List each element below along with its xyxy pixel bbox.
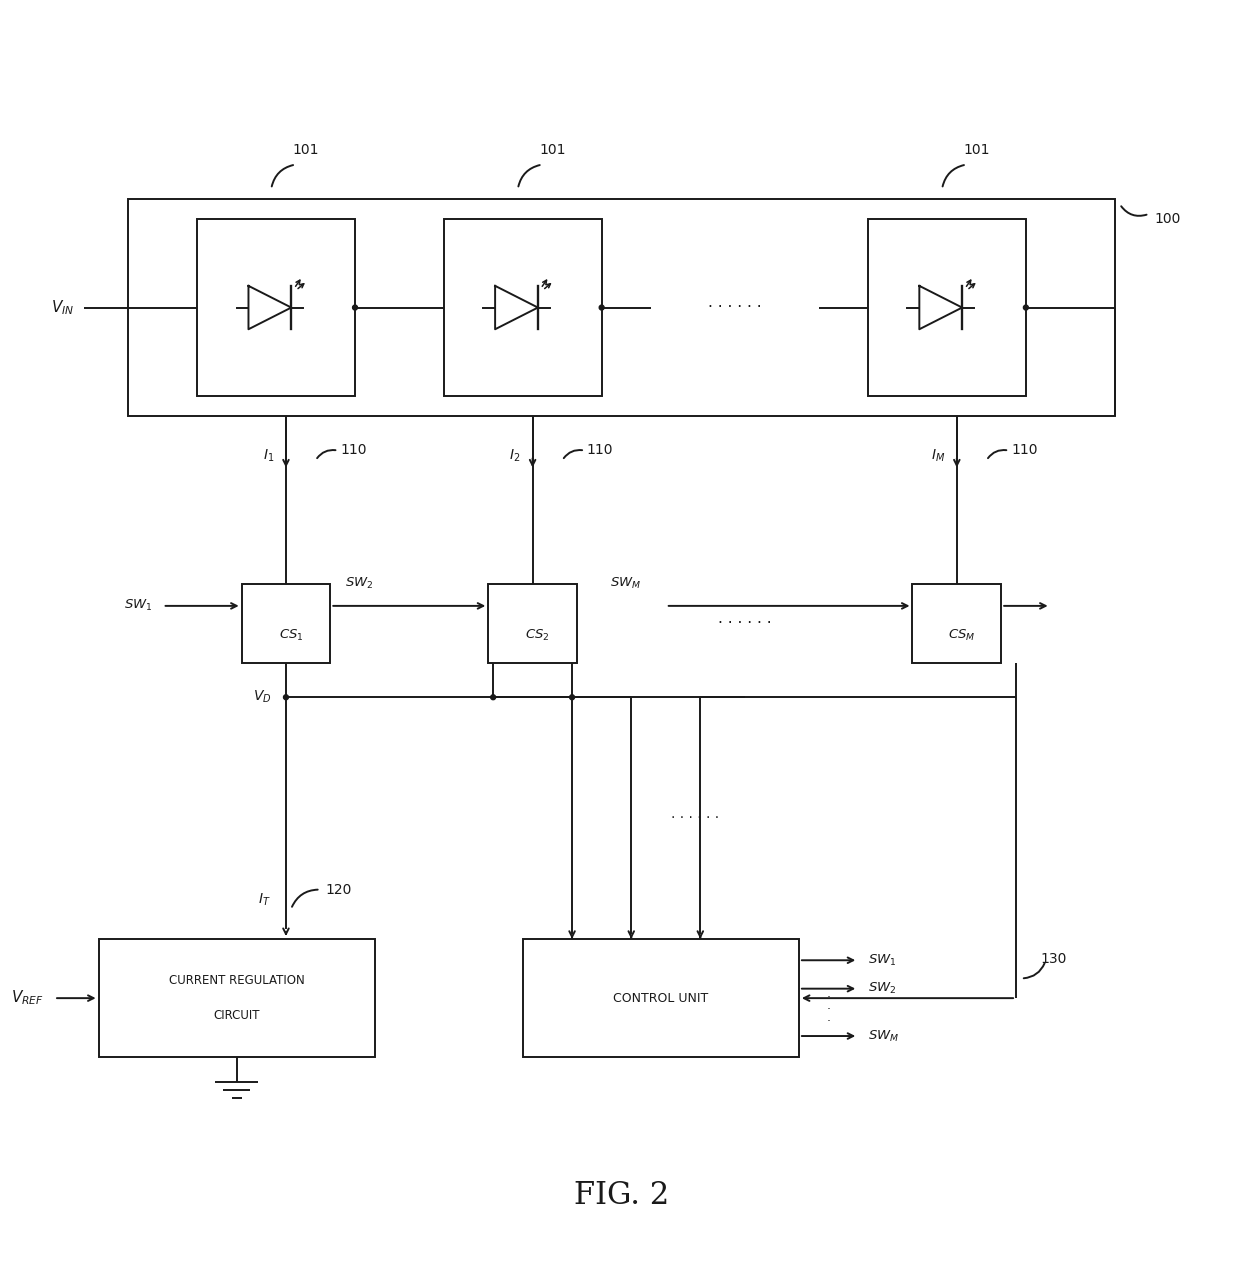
Text: CURRENT REGULATION: CURRENT REGULATION [169,974,305,987]
Circle shape [491,695,496,699]
Circle shape [1023,305,1028,310]
Text: 101: 101 [963,142,990,157]
Text: · · · · · ·: · · · · · · [671,811,719,825]
Polygon shape [919,286,962,330]
Bar [197,219,355,396]
Bar [98,939,374,1057]
Text: 110: 110 [587,443,614,457]
Text: 130: 130 [1040,952,1068,966]
Text: CONTROL UNIT: CONTROL UNIT [614,992,708,1005]
Text: $SW_2$: $SW_2$ [345,576,373,591]
Polygon shape [495,286,538,330]
Bar [242,584,330,663]
Bar [489,584,577,663]
Bar [523,939,799,1057]
Text: 110: 110 [340,443,367,457]
Text: $I_T$: $I_T$ [258,892,272,907]
Text: $CS_M$: $CS_M$ [949,627,976,643]
Text: 101: 101 [293,142,319,157]
Text: $CS_2$: $CS_2$ [526,627,549,643]
Text: $SW_1$: $SW_1$ [124,598,153,613]
Circle shape [352,305,357,310]
Bar [444,219,601,396]
Text: $CS_1$: $CS_1$ [279,627,304,643]
Text: $V_{IN}$: $V_{IN}$ [51,298,74,317]
Text: $SW_M$: $SW_M$ [610,576,641,591]
Text: · · · · · ·: · · · · · · [708,300,761,316]
Bar [913,584,1001,663]
Polygon shape [248,286,291,330]
Text: CIRCUIT: CIRCUIT [213,1010,260,1023]
Text: $SW_2$: $SW_2$ [868,981,897,996]
Text: $I_M$: $I_M$ [931,448,945,463]
Circle shape [284,695,289,699]
Bar [868,219,1025,396]
Text: $SW_1$: $SW_1$ [868,953,897,967]
Text: ·
·
·: · · · [827,992,831,1029]
Text: 120: 120 [325,883,352,897]
Circle shape [569,695,574,699]
Text: $SW_M$: $SW_M$ [868,1029,899,1043]
Text: $V_{REF}$: $V_{REF}$ [11,989,45,1007]
Text: 101: 101 [539,142,565,157]
Text: FIG. 2: FIG. 2 [574,1180,670,1211]
Text: 110: 110 [1011,443,1038,457]
Circle shape [599,305,604,310]
Text: 100: 100 [1154,212,1180,226]
Text: $I_2$: $I_2$ [510,448,521,463]
Bar [128,199,1115,416]
Text: · · · · · ·: · · · · · · [718,616,771,631]
Text: $I_1$: $I_1$ [263,448,274,463]
Text: $V_D$: $V_D$ [253,689,272,706]
